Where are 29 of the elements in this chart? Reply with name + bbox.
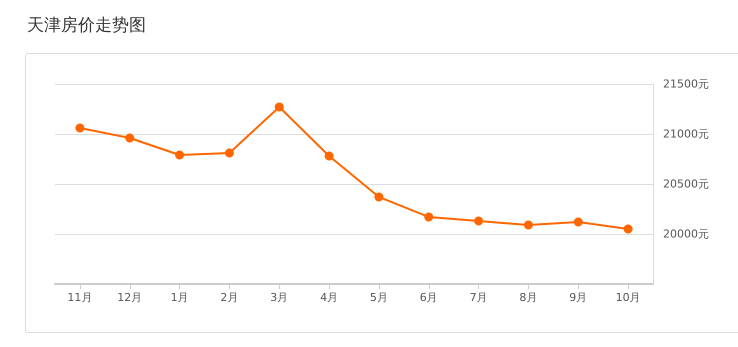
point (274, 102, 284, 112)
point (524, 220, 533, 230)
point (424, 212, 434, 222)
x-tick-label: 9月 (569, 291, 588, 304)
y-tick-label: 20500元 (663, 178, 709, 190)
x-tick-label: 12月 (117, 291, 142, 304)
x-tick-label: 2月 (220, 291, 238, 304)
point (175, 150, 184, 160)
point (224, 148, 234, 158)
x-tick-label: 5月 (370, 291, 388, 304)
x-tick-label: 3月 (270, 291, 288, 304)
point (474, 216, 484, 226)
y-tick-label: 21000元 (663, 128, 709, 140)
x-tick-label: 1月 (170, 291, 189, 304)
x-tick-label: 11月 (67, 291, 92, 304)
x-tick-label: 6月 (420, 291, 438, 304)
point (75, 124, 84, 132)
point (624, 224, 633, 234)
point (374, 192, 384, 202)
y-tick-label: 21500元 (663, 78, 709, 90)
point (125, 134, 134, 142)
x-tick-label: 10月 (616, 291, 641, 304)
point (324, 152, 334, 160)
x-tick-label: 7月 (470, 291, 488, 304)
point (574, 218, 583, 226)
x-tick-label: 4月 (320, 291, 338, 304)
y-tick-label: 20000元 (663, 228, 709, 240)
x-tick-label: 8月 (519, 291, 538, 304)
chart-title: 天津房价走势图 (27, 16, 146, 36)
